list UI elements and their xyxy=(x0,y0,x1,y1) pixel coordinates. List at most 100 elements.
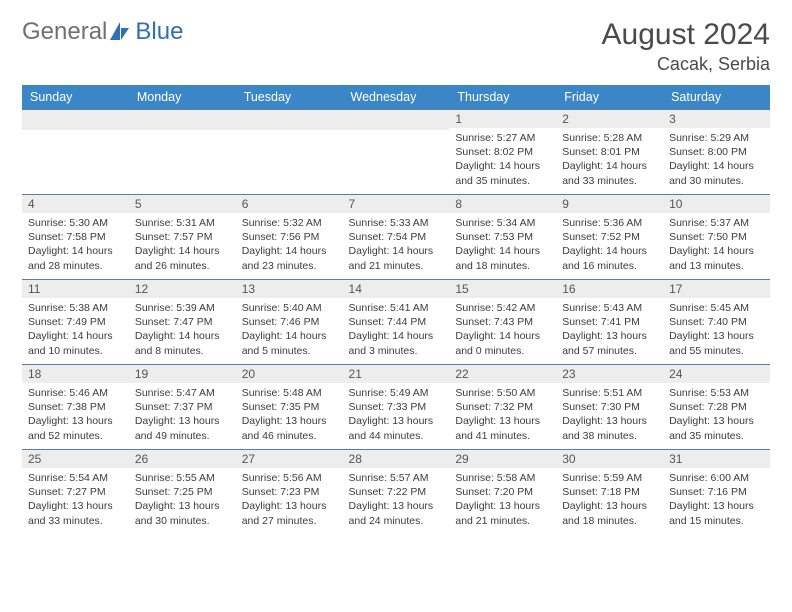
header: General Blue August 2024 Cacak, Serbia xyxy=(22,18,770,75)
day-detail: Sunrise: 5:42 AMSunset: 7:43 PMDaylight:… xyxy=(449,298,556,362)
title-block: August 2024 Cacak, Serbia xyxy=(602,18,770,75)
day-number: 29 xyxy=(449,450,556,468)
day-number: 23 xyxy=(556,365,663,383)
sunrise-text: Sunrise: 5:40 AM xyxy=(242,301,337,315)
weekday-wed: Wednesday xyxy=(343,85,450,110)
calendar-cell: 15Sunrise: 5:42 AMSunset: 7:43 PMDayligh… xyxy=(449,280,556,365)
calendar-cell: 10Sunrise: 5:37 AMSunset: 7:50 PMDayligh… xyxy=(663,195,770,280)
sunset-text: Sunset: 7:37 PM xyxy=(135,400,230,414)
day-number: 20 xyxy=(236,365,343,383)
day-detail: Sunrise: 5:50 AMSunset: 7:32 PMDaylight:… xyxy=(449,383,556,447)
weekday-tue: Tuesday xyxy=(236,85,343,110)
brand-word2: Blue xyxy=(135,18,183,46)
calendar-cell: 2Sunrise: 5:28 AMSunset: 8:01 PMDaylight… xyxy=(556,110,663,195)
calendar-cell: 20Sunrise: 5:48 AMSunset: 7:35 PMDayligh… xyxy=(236,365,343,450)
day-number: 18 xyxy=(22,365,129,383)
calendar-cell: 30Sunrise: 5:59 AMSunset: 7:18 PMDayligh… xyxy=(556,450,663,535)
day-number: 6 xyxy=(236,195,343,213)
day-number: 21 xyxy=(343,365,450,383)
sunset-text: Sunset: 7:38 PM xyxy=(28,400,123,414)
calendar-week: 1Sunrise: 5:27 AMSunset: 8:02 PMDaylight… xyxy=(22,110,770,195)
sunrise-text: Sunrise: 5:39 AM xyxy=(135,301,230,315)
day-number: 31 xyxy=(663,450,770,468)
day-detail: Sunrise: 5:58 AMSunset: 7:20 PMDaylight:… xyxy=(449,468,556,532)
daylight-text: Daylight: 13 hours and 46 minutes. xyxy=(242,414,337,442)
daylight-text: Daylight: 13 hours and 57 minutes. xyxy=(562,329,657,357)
sunrise-text: Sunrise: 5:50 AM xyxy=(455,386,550,400)
calendar-cell: 19Sunrise: 5:47 AMSunset: 7:37 PMDayligh… xyxy=(129,365,236,450)
day-number: 13 xyxy=(236,280,343,298)
calendar-cell: 1Sunrise: 5:27 AMSunset: 8:02 PMDaylight… xyxy=(449,110,556,195)
calendar-cell xyxy=(129,110,236,195)
sunrise-text: Sunrise: 5:32 AM xyxy=(242,216,337,230)
daylight-text: Daylight: 14 hours and 5 minutes. xyxy=(242,329,337,357)
calendar-page: General Blue August 2024 Cacak, Serbia S… xyxy=(0,0,792,544)
day-number: 22 xyxy=(449,365,556,383)
sunrise-text: Sunrise: 5:41 AM xyxy=(349,301,444,315)
daylight-text: Daylight: 13 hours and 27 minutes. xyxy=(242,499,337,527)
calendar-cell xyxy=(343,110,450,195)
sunrise-text: Sunrise: 5:53 AM xyxy=(669,386,764,400)
day-detail: Sunrise: 5:38 AMSunset: 7:49 PMDaylight:… xyxy=(22,298,129,362)
day-detail: Sunrise: 5:59 AMSunset: 7:18 PMDaylight:… xyxy=(556,468,663,532)
calendar-cell: 11Sunrise: 5:38 AMSunset: 7:49 PMDayligh… xyxy=(22,280,129,365)
sunrise-text: Sunrise: 5:28 AM xyxy=(562,131,657,145)
brand-logo: General Blue xyxy=(22,18,183,46)
sunset-text: Sunset: 7:47 PM xyxy=(135,315,230,329)
sunrise-text: Sunrise: 5:49 AM xyxy=(349,386,444,400)
day-detail: Sunrise: 5:27 AMSunset: 8:02 PMDaylight:… xyxy=(449,128,556,192)
calendar-cell: 4Sunrise: 5:30 AMSunset: 7:58 PMDaylight… xyxy=(22,195,129,280)
day-detail: Sunrise: 5:36 AMSunset: 7:52 PMDaylight:… xyxy=(556,213,663,277)
day-number: 10 xyxy=(663,195,770,213)
sunset-text: Sunset: 7:33 PM xyxy=(349,400,444,414)
calendar-cell: 25Sunrise: 5:54 AMSunset: 7:27 PMDayligh… xyxy=(22,450,129,535)
sunset-text: Sunset: 7:18 PM xyxy=(562,485,657,499)
day-number xyxy=(343,110,450,130)
weekday-fri: Friday xyxy=(556,85,663,110)
daylight-text: Daylight: 14 hours and 26 minutes. xyxy=(135,244,230,272)
day-number: 1 xyxy=(449,110,556,128)
day-number: 14 xyxy=(343,280,450,298)
calendar-cell: 5Sunrise: 5:31 AMSunset: 7:57 PMDaylight… xyxy=(129,195,236,280)
sunset-text: Sunset: 7:25 PM xyxy=(135,485,230,499)
daylight-text: Daylight: 14 hours and 21 minutes. xyxy=(349,244,444,272)
sunset-text: Sunset: 7:56 PM xyxy=(242,230,337,244)
day-number xyxy=(236,110,343,130)
sunset-text: Sunset: 7:41 PM xyxy=(562,315,657,329)
calendar-week: 18Sunrise: 5:46 AMSunset: 7:38 PMDayligh… xyxy=(22,365,770,450)
day-detail: Sunrise: 5:51 AMSunset: 7:30 PMDaylight:… xyxy=(556,383,663,447)
day-detail: Sunrise: 5:32 AMSunset: 7:56 PMDaylight:… xyxy=(236,213,343,277)
calendar-cell xyxy=(22,110,129,195)
sunrise-text: Sunrise: 5:45 AM xyxy=(669,301,764,315)
day-number: 15 xyxy=(449,280,556,298)
day-detail: Sunrise: 5:30 AMSunset: 7:58 PMDaylight:… xyxy=(22,213,129,277)
sunrise-text: Sunrise: 5:58 AM xyxy=(455,471,550,485)
sunset-text: Sunset: 8:00 PM xyxy=(669,145,764,159)
daylight-text: Daylight: 13 hours and 21 minutes. xyxy=(455,499,550,527)
weekday-mon: Monday xyxy=(129,85,236,110)
sunset-text: Sunset: 7:27 PM xyxy=(28,485,123,499)
day-detail: Sunrise: 5:34 AMSunset: 7:53 PMDaylight:… xyxy=(449,213,556,277)
sunrise-text: Sunrise: 5:57 AM xyxy=(349,471,444,485)
daylight-text: Daylight: 14 hours and 16 minutes. xyxy=(562,244,657,272)
calendar-week: 25Sunrise: 5:54 AMSunset: 7:27 PMDayligh… xyxy=(22,450,770,535)
daylight-text: Daylight: 14 hours and 33 minutes. xyxy=(562,159,657,187)
calendar-cell xyxy=(236,110,343,195)
calendar-cell: 23Sunrise: 5:51 AMSunset: 7:30 PMDayligh… xyxy=(556,365,663,450)
day-number: 25 xyxy=(22,450,129,468)
sunset-text: Sunset: 7:22 PM xyxy=(349,485,444,499)
sunset-text: Sunset: 7:58 PM xyxy=(28,230,123,244)
day-detail: Sunrise: 5:43 AMSunset: 7:41 PMDaylight:… xyxy=(556,298,663,362)
day-number: 19 xyxy=(129,365,236,383)
day-detail: Sunrise: 5:39 AMSunset: 7:47 PMDaylight:… xyxy=(129,298,236,362)
sunset-text: Sunset: 7:50 PM xyxy=(669,230,764,244)
day-detail: Sunrise: 5:54 AMSunset: 7:27 PMDaylight:… xyxy=(22,468,129,532)
day-number: 24 xyxy=(663,365,770,383)
day-number xyxy=(129,110,236,130)
day-number: 7 xyxy=(343,195,450,213)
day-number: 12 xyxy=(129,280,236,298)
daylight-text: Daylight: 14 hours and 0 minutes. xyxy=(455,329,550,357)
sunset-text: Sunset: 7:49 PM xyxy=(28,315,123,329)
sunrise-text: Sunrise: 5:59 AM xyxy=(562,471,657,485)
sunrise-text: Sunrise: 5:27 AM xyxy=(455,131,550,145)
